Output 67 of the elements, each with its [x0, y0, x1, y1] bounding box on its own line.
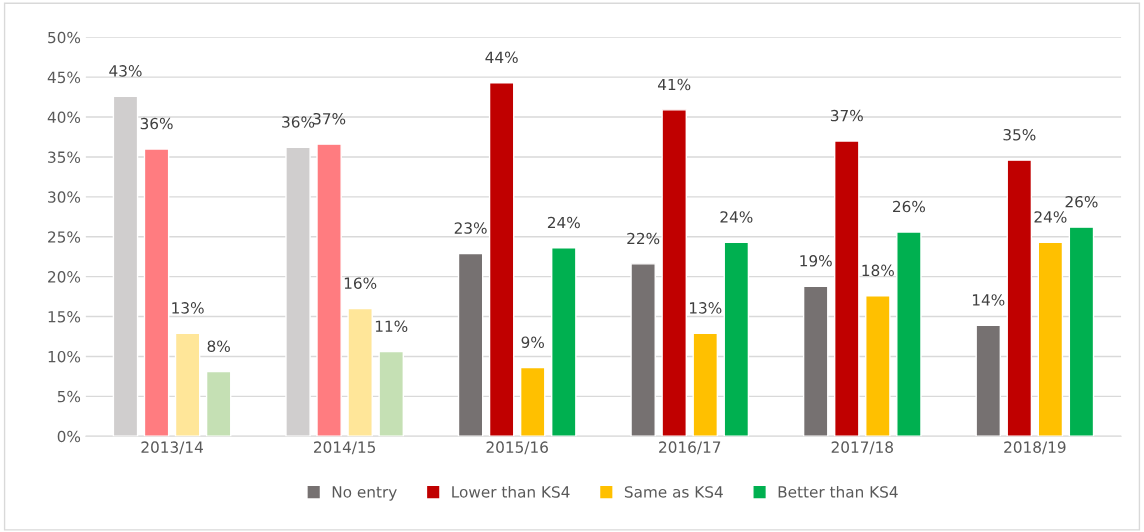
data-label: 37% [830, 109, 863, 122]
bar [630, 263, 656, 437]
data-label: 26% [893, 200, 926, 213]
y-tick-label: 30% [48, 191, 81, 203]
bar [802, 285, 829, 437]
data-label: 19% [800, 255, 832, 267]
data-label: 9% [521, 336, 544, 348]
bar [1006, 159, 1033, 437]
legend-label: No entry [332, 486, 397, 501]
y-tick-label: 40% [47, 111, 81, 124]
bar [975, 324, 1002, 437]
data-label: 36% [282, 116, 315, 128]
legend-label: Lower than KS4 [452, 485, 570, 498]
x-tick-label: 2017/18 [831, 441, 893, 455]
x-tick-label: 2016/17 [659, 441, 721, 455]
data-label: 41% [657, 78, 691, 91]
bar [723, 241, 750, 437]
data-label: 11% [375, 320, 408, 333]
y-tick-label: 25% [48, 231, 81, 243]
data-label: 8% [207, 340, 230, 352]
bar [550, 247, 577, 437]
data-label: 43% [109, 65, 142, 77]
y-tick-label: 15% [48, 311, 81, 323]
data-label: 16% [344, 277, 377, 289]
x-tick-label: 2014/15 [314, 441, 376, 455]
x-tick-label: 2015/16 [486, 441, 548, 455]
bar [205, 370, 232, 437]
y-tick-label: 5% [57, 390, 81, 403]
bar [896, 231, 922, 437]
legend-label: Same as KS4 [624, 486, 723, 498]
data-label: 44% [485, 51, 518, 64]
data-label: 35% [1003, 128, 1036, 141]
x-tick-label: 2018/19 [1004, 441, 1066, 455]
bar [143, 148, 170, 437]
y-tick-label: 20% [48, 271, 81, 283]
y-tick-label: 45% [47, 71, 81, 84]
bar [457, 252, 484, 437]
bar [174, 332, 201, 437]
data-label: 13% [172, 302, 204, 314]
data-label: 24% [1034, 211, 1067, 223]
data-label: 24% [720, 211, 753, 223]
data-label: 13% [689, 302, 722, 314]
y-tick-label: 0% [57, 430, 81, 443]
bar [865, 295, 891, 437]
data-label: 14% [972, 294, 1005, 306]
data-label: 18% [862, 264, 894, 277]
bar [692, 332, 719, 437]
bar [1037, 241, 1064, 437]
data-label: 26% [1065, 195, 1098, 208]
y-tick-label: 35% [48, 151, 81, 163]
data-label: 24% [547, 216, 580, 229]
bar [833, 140, 860, 437]
y-tick-label: 50% [48, 31, 81, 44]
bar [488, 82, 515, 437]
bar [519, 366, 546, 437]
data-label: 23% [454, 222, 487, 234]
data-label: 37% [313, 112, 346, 125]
bar [1068, 226, 1095, 437]
data-label: 22% [627, 232, 660, 245]
bar [316, 143, 342, 437]
data-label: 36% [140, 117, 173, 130]
bar [347, 307, 373, 437]
y-tick-label: 10% [48, 350, 81, 363]
bar [378, 350, 404, 437]
x-tick-label: 2013/14 [141, 441, 203, 455]
bar [661, 109, 687, 437]
legend-label: Better than KS4 [778, 485, 898, 498]
